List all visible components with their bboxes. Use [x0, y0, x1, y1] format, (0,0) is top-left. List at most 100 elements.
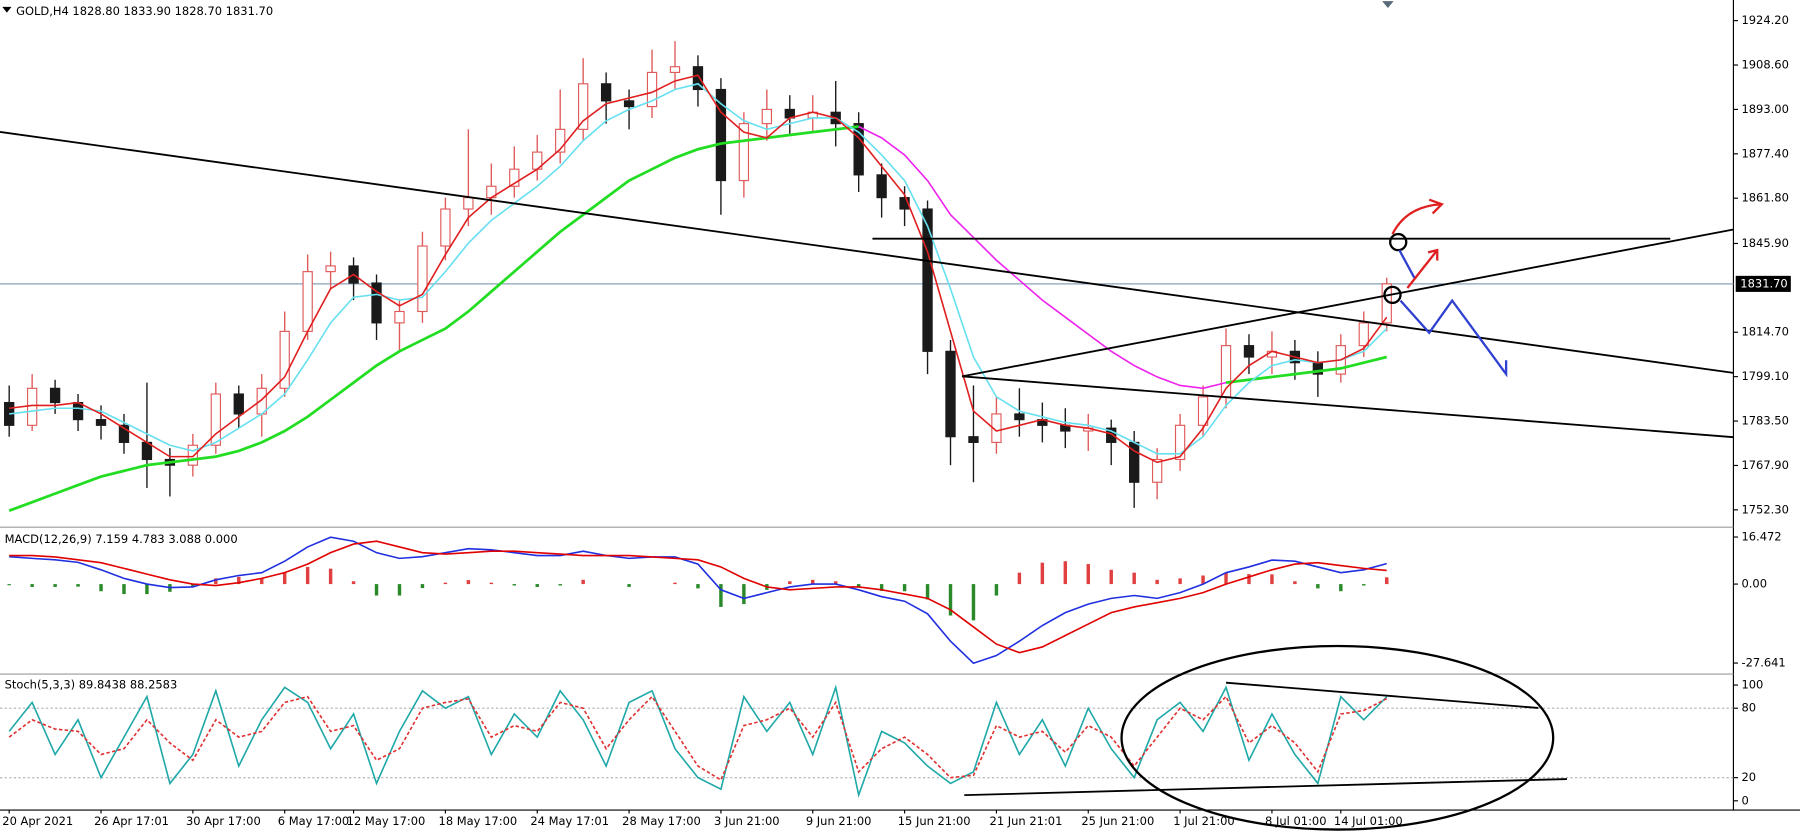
histogram-bar — [1155, 579, 1159, 585]
histogram-bar — [1178, 578, 1182, 585]
x-tick-label: 24 May 17:01 — [530, 814, 609, 828]
blue-projection — [1399, 298, 1508, 378]
histogram-bar — [191, 584, 195, 587]
candle-body — [210, 393, 221, 446]
blue-projection — [1398, 249, 1416, 279]
candle-body — [738, 123, 750, 182]
candle-body — [371, 282, 382, 324]
indicator-line — [858, 125, 1227, 390]
indicator-line — [9, 536, 1387, 665]
macd-panel: 16.472 0.00 -27.641 — [7, 530, 1786, 670]
histogram-bar — [1316, 584, 1320, 589]
candle-body — [233, 393, 244, 415]
trend-line — [961, 228, 1734, 378]
histogram-bar — [696, 584, 700, 589]
histogram-bar — [1270, 574, 1274, 585]
candle-body — [1197, 396, 1209, 426]
candle-body — [761, 108, 773, 125]
candle-body — [1014, 413, 1025, 421]
candle-body — [715, 88, 727, 182]
histogram-bar — [1224, 572, 1228, 585]
histogram-bar — [443, 582, 448, 585]
y-tick-label: 100 — [1741, 678, 1763, 692]
y-tick-label: 1814.70 — [1741, 325, 1788, 339]
histogram-bar — [489, 582, 494, 585]
candle-body — [853, 123, 864, 176]
histogram-bar — [1293, 581, 1297, 585]
candle-body — [577, 83, 589, 130]
indicator-line — [8, 695, 1388, 782]
x-tick-label: 6 May 17:00 — [278, 814, 349, 828]
x-tick-label: 20 Apr 2021 — [2, 814, 73, 828]
candle-body — [1151, 458, 1163, 483]
candle-body — [95, 419, 107, 426]
y-tick-label: 1783.50 — [1741, 414, 1788, 428]
histogram-bar — [7, 584, 11, 586]
candle-body — [1358, 322, 1369, 347]
y-tick-label: 0 — [1741, 793, 1748, 807]
x-tick-label: 28 May 17:00 — [622, 814, 701, 828]
y-tick-label: 1861.80 — [1741, 191, 1788, 205]
candle-body — [118, 424, 130, 443]
x-tick-label: 12 May 17:00 — [347, 814, 426, 828]
candle-body — [899, 197, 910, 210]
histogram-bar — [99, 584, 103, 592]
histogram-bar — [811, 579, 815, 585]
candle-body — [623, 100, 635, 108]
histogram-bar — [466, 580, 471, 585]
candle-body — [302, 271, 313, 332]
y-tick-label: 20 — [1741, 770, 1756, 784]
histogram-bar — [971, 584, 976, 621]
histogram-bar — [558, 584, 562, 586]
histogram-bar — [1109, 569, 1113, 585]
header-icon — [2, 6, 12, 13]
histogram-bar — [1247, 574, 1251, 585]
histogram-bar — [328, 568, 333, 585]
marker-circle — [1383, 285, 1402, 305]
y-tick-label: 1752.30 — [1741, 502, 1788, 516]
y-tick-label: 1767.90 — [1741, 458, 1788, 472]
candle-body — [440, 208, 451, 247]
y-tick-label: 1893.00 — [1741, 102, 1788, 116]
histogram-bar — [673, 582, 677, 585]
y-tick-label: 1908.60 — [1741, 58, 1788, 72]
histogram-bar — [535, 584, 539, 587]
histogram-bar — [237, 576, 241, 585]
histogram-bar — [1201, 575, 1205, 585]
candle-body — [876, 174, 887, 199]
stoch-trend-line — [1225, 681, 1539, 709]
candle-body — [463, 197, 474, 210]
histogram-bar — [76, 584, 80, 587]
stoch-label: Stoch(5,3,3) 89.8438 88.2583 — [5, 677, 178, 691]
indicator-line — [9, 82, 1388, 455]
candle-body — [968, 436, 979, 443]
histogram-bar — [1063, 561, 1068, 585]
shift-marker — [1382, 1, 1394, 9]
x-tick-label: 8 Jul 01:00 — [1265, 814, 1326, 828]
y-tick-label: 16.472 — [1741, 530, 1781, 544]
y-tick-label: 1845.90 — [1741, 236, 1788, 250]
histogram-bar — [374, 584, 379, 596]
candle-body — [1106, 427, 1117, 443]
histogram-bar — [30, 584, 34, 587]
histogram-bar — [1017, 572, 1022, 585]
red-arrow — [1406, 248, 1439, 289]
stoch-trend-line — [964, 778, 1567, 797]
candle-body — [509, 168, 520, 187]
histogram-bar — [260, 578, 264, 585]
histogram-bar — [1040, 562, 1045, 585]
histogram-bar — [122, 584, 126, 595]
macd-label: MACD(12,26,9) 7.159 4.783 3.088 0.000 — [5, 532, 238, 546]
histogram-bar — [397, 584, 402, 596]
divergence-ellipse — [1120, 644, 1555, 831]
histogram-bar — [282, 572, 287, 585]
candle-body — [600, 83, 612, 102]
x-tick-label: 25 Jun 21:00 — [1081, 814, 1154, 828]
histogram-bar — [719, 584, 723, 607]
histogram-bar — [856, 584, 861, 587]
histogram-bar — [351, 581, 356, 585]
histogram-bar — [1339, 584, 1343, 592]
histogram-bar — [214, 578, 218, 585]
x-tick-label: 30 Apr 17:00 — [186, 814, 261, 828]
